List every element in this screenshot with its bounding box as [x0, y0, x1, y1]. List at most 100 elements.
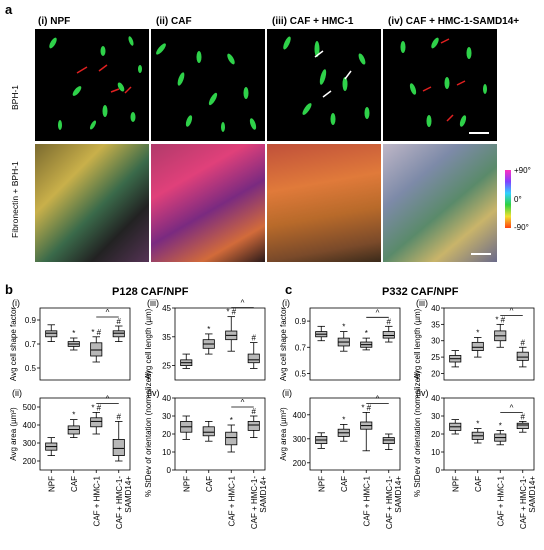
plot-roman-b-iv: (iv)	[147, 388, 160, 398]
bracket-symbol-c-iv: ^	[510, 403, 514, 412]
sig-mark-b-i-2: * #	[91, 328, 101, 337]
image-fibronectin-caf-hmc1-samd14	[383, 144, 497, 262]
sig-mark-b-iii-3: #	[252, 334, 257, 343]
sig-mark-c-i-1: *	[342, 323, 345, 332]
ytick-label-c-i-0: 0.5	[295, 369, 307, 378]
ytick-label-b-ii-3: 500	[23, 403, 37, 412]
xtick-label-c-ii-2-0: CAF + HMC-1	[362, 475, 371, 526]
sig-mark-b-i-1: *	[72, 329, 75, 338]
sig-mark-c-i-2: *	[365, 329, 368, 338]
sig-mark-c-iii-3: #	[521, 338, 526, 347]
plot-ylabel-b-ii: Avg area (µm²)	[9, 407, 18, 461]
sig-mark-b-ii-3: #	[117, 412, 122, 421]
plot-roman-c-iv: (iv)	[416, 388, 429, 398]
image-bph1-caf-hmc1-samd14	[383, 29, 497, 141]
plot-roman-c-i: (i)	[282, 298, 290, 308]
bracket-symbol-b-iv: ^	[241, 398, 245, 407]
sig-mark-c-ii-1: *	[342, 415, 345, 424]
xtick-label-b-iv-1-0: CAF	[205, 476, 214, 492]
ytick-label-b-iv-0: 0	[167, 466, 172, 475]
plot-frame-b-iii	[174, 307, 266, 381]
xtick-label-b-ii-2-0: CAF + HMC-1	[92, 475, 101, 526]
ytick-label-c-iv-1: 10	[431, 448, 440, 457]
ytick-label-b-iv-1: 10	[162, 448, 171, 457]
sig-mark-b-ii-2: * #	[91, 403, 101, 412]
bracket-symbol-b-ii: ^	[106, 394, 110, 403]
ytick-label-b-iii-0: 25	[162, 362, 171, 371]
ytick-label-b-iii-2: 45	[162, 304, 171, 313]
ytick-label-c-ii-2: 400	[293, 411, 307, 420]
ytick-label-c-iii-4: 40	[431, 304, 440, 313]
xtick-label-c-ii-0-0: NPF	[317, 476, 326, 492]
box-b-iv-1	[202, 426, 215, 437]
xtick-label-b-iv-3-0: CAF + HMC-1-	[250, 476, 259, 529]
sig-mark-b-iii-1: *	[207, 325, 210, 334]
image-bph1-npf	[35, 29, 149, 141]
col-title-caf-hmc1-samd14: (iv) CAF + HMC-1-SAMD14+	[388, 16, 520, 27]
bracket-symbol-b-iii: ^	[241, 299, 245, 308]
box-c-i-3	[382, 331, 395, 339]
sig-mark-c-i-3: #	[387, 317, 392, 326]
ytick-label-c-iv-3: 30	[431, 412, 440, 421]
xtick-label-b-iv-2-0: CAF + HMC-1	[227, 475, 236, 526]
orientation-colorbar	[505, 170, 511, 228]
image-bph1-caf-hmc1	[267, 29, 381, 141]
plot-frame-c-ii	[309, 397, 401, 471]
image-bph1-caf	[151, 29, 265, 141]
box-c-iii-1	[471, 341, 484, 351]
box-c-ii-3	[382, 437, 395, 445]
sig-mark-b-i-3: #	[117, 317, 122, 326]
ytick-label-c-iv-0: 0	[436, 466, 441, 475]
col-title-npf: (i) NPF	[38, 16, 71, 27]
plot-ylabel-b-iii: Avg cell length (µm)	[144, 308, 153, 379]
sig-mark-c-iii-1: *	[476, 328, 479, 337]
xtick-label-b-iv-0-0: NPF	[182, 476, 191, 492]
ytick-label-c-iii-3: 35	[431, 320, 440, 329]
box-b-ii-3	[112, 438, 125, 456]
xtick-label-c-iv-2-0: CAF + HMC-1	[496, 475, 505, 526]
colorbar-mid-label: 0°	[514, 195, 522, 204]
xtick-label-c-iv-3-1: SAMD14+	[528, 476, 537, 513]
image-fibronectin-caf-hmc1	[267, 144, 381, 262]
sig-mark-b-ii-1: *	[72, 411, 75, 420]
bracket-symbol-c-ii: ^	[376, 394, 380, 403]
plot-roman-c-ii: (ii)	[282, 388, 292, 398]
ytick-label-c-iii-2: 30	[431, 337, 440, 346]
xtick-label-c-ii-3-0: CAF + HMC-1-	[385, 476, 394, 529]
colorbar-bottom-label: -90°	[514, 223, 529, 232]
xtick-label-b-ii-3-0: CAF + HMC-1-	[115, 476, 124, 529]
box-b-iv-3	[247, 420, 260, 431]
box-b-i-3	[112, 330, 125, 338]
sig-mark-c-iv-1: *	[476, 420, 479, 429]
plot-roman-b-ii: (ii)	[12, 388, 22, 398]
plot-roman-b-iii: (iii)	[147, 298, 159, 308]
ytick-label-c-ii-0: 200	[293, 459, 307, 468]
panel-b-title: P128 CAF/NPF	[112, 286, 189, 298]
panel-a-letter: a	[5, 2, 13, 17]
col-title-caf: (ii) CAF	[156, 16, 192, 27]
xtick-label-b-ii-3-1: SAMD14+	[124, 476, 133, 513]
xtick-label-b-ii-1-0: CAF	[70, 476, 79, 492]
ytick-label-b-ii-1: 300	[23, 439, 37, 448]
plot-ylabel-c-i: Avg cell shape factor	[279, 307, 288, 381]
ytick-label-c-iii-1: 25	[431, 353, 440, 362]
plot-roman-c-iii: (iii)	[416, 298, 428, 308]
plot-frame-c-i	[309, 307, 401, 381]
box-b-ii-2	[90, 417, 103, 428]
plot-ylabel-b-i: Avg cell shape factor	[9, 307, 18, 381]
sig-mark-c-iv-2: *	[499, 421, 502, 430]
xtick-label-c-ii-3-1: SAMD14+	[394, 476, 403, 513]
ytick-label-b-i-1: 0.7	[25, 340, 37, 349]
ytick-label-b-iv-3: 30	[162, 412, 171, 421]
plot-ylabel-c-iv: % StDev of orientation (normalized)	[413, 371, 422, 498]
sig-mark-b-iii-2: * #	[226, 308, 236, 317]
box-b-iii-3	[247, 353, 260, 364]
plot-ylabel-c-ii: Avg area (µm²)	[279, 407, 288, 461]
ytick-label-b-iv-2: 20	[162, 430, 171, 439]
xtick-label-c-iv-3-0: CAF + HMC-1-	[519, 476, 528, 529]
box-c-iv-3	[516, 422, 529, 430]
xtick-label-b-ii-0-0: NPF	[47, 476, 56, 492]
image-fibronectin-caf	[151, 144, 265, 262]
ytick-label-c-i-1: 0.7	[295, 343, 307, 352]
